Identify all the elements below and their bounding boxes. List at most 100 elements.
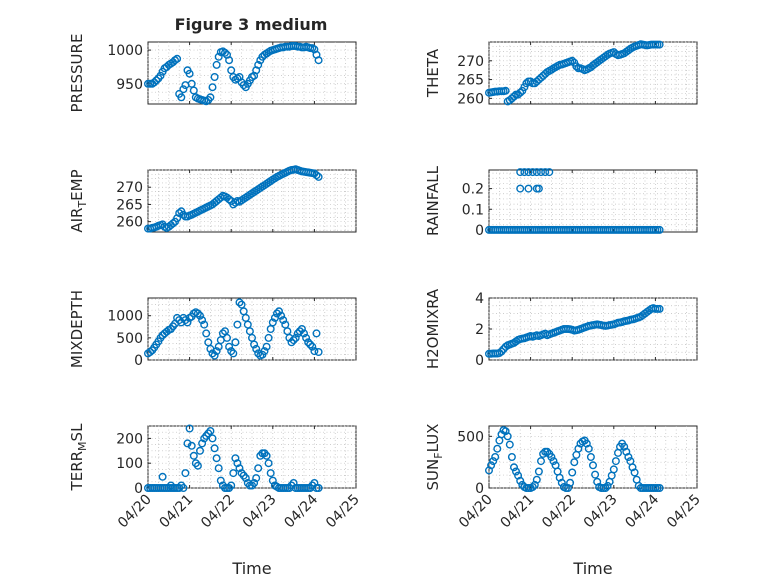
y-tick-label: 500: [116, 331, 143, 347]
data-point: [268, 318, 277, 327]
y-tick-label: 265: [116, 197, 143, 213]
y-tick-label: 950: [116, 77, 143, 93]
data-point: [314, 172, 323, 181]
y-axis-label: THETA: [424, 48, 442, 98]
series-points: [143, 165, 323, 233]
plot-area: [147, 425, 357, 489]
data-point: [227, 481, 236, 490]
data-point: [204, 429, 213, 438]
x-tick-label: 04/22: [539, 492, 579, 532]
data-point: [591, 470, 600, 479]
data-point: [239, 81, 248, 90]
data-point: [218, 329, 227, 338]
data-point: [532, 475, 541, 484]
data-point: [302, 333, 311, 342]
y-axis-label: H2OMIXRA: [424, 288, 442, 369]
data-point: [312, 171, 321, 180]
data-point: [208, 349, 217, 358]
data-point: [308, 342, 317, 351]
data-point: [198, 439, 207, 448]
data-point: [264, 459, 273, 468]
data-point: [510, 92, 519, 101]
data-point: [235, 464, 244, 473]
data-point: [195, 311, 204, 320]
data-point: [497, 347, 506, 356]
x-axis-label: Time: [572, 559, 612, 578]
data-point: [547, 453, 556, 462]
subplot-terrmsl: 0 100 200 TERRMSL 04/20 04/21 04/22 04/23 04/24 0…: [68, 423, 363, 578]
data-point: [304, 338, 313, 347]
data-point: [252, 344, 261, 353]
data-point: [568, 468, 577, 477]
data-point: [291, 333, 300, 342]
data-point: [295, 327, 304, 336]
y-axis-label: PRESSURE: [68, 34, 86, 113]
data-point: [537, 457, 546, 466]
data-point: [268, 476, 277, 485]
data-point: [206, 93, 215, 102]
data-point: [541, 168, 550, 177]
data-point: [545, 168, 554, 177]
data-point: [655, 40, 664, 49]
x-tick-label: 04/24: [281, 491, 321, 531]
series-points: [485, 426, 664, 493]
data-point: [254, 60, 263, 69]
series-points: [143, 424, 323, 493]
data-point: [235, 298, 244, 307]
data-point: [520, 168, 529, 177]
data-point: [210, 444, 219, 453]
data-point: [231, 338, 240, 347]
data-point: [189, 86, 198, 95]
data-point: [306, 340, 315, 349]
data-point: [212, 347, 221, 356]
data-point: [549, 457, 558, 466]
data-point: [543, 447, 552, 456]
y-tick-label: 0: [134, 481, 143, 497]
y-tick-label: 260: [457, 91, 484, 107]
data-point: [206, 427, 215, 436]
y-tick-label: 200: [116, 431, 143, 447]
plot-area: [147, 169, 357, 233]
data-point: [210, 351, 219, 360]
data-point: [210, 72, 219, 81]
data-point: [516, 476, 525, 485]
data-point: [252, 474, 261, 483]
data-point: [250, 479, 259, 488]
x-tick-label: 04/24: [622, 491, 662, 531]
y-tick-label: 100: [116, 456, 143, 472]
series-points: [485, 304, 664, 358]
data-point: [195, 446, 204, 455]
y-tick-label: 1000: [107, 309, 143, 325]
y-axis-label: AIRTEMP: [68, 169, 89, 232]
data-point: [611, 457, 620, 466]
y-tick-label: 500: [457, 429, 484, 445]
data-point: [222, 333, 231, 342]
data-point: [501, 86, 510, 95]
data-point: [200, 320, 209, 329]
data-point: [254, 464, 263, 473]
data-point: [310, 347, 319, 356]
subplot-sunflux: 0 500 SUNFLUX 04/20 04/21 04/22 04/23 04/24 04/2…: [424, 424, 704, 578]
data-point: [229, 469, 238, 478]
data-point: [532, 168, 541, 177]
figure-title: Figure 3 medium: [175, 15, 328, 34]
data-point: [279, 316, 288, 325]
data-point: [524, 184, 533, 193]
y-axis-label: TERRMSL: [68, 423, 89, 492]
y-axis-label: RAINFALL: [424, 165, 442, 236]
y-tick-label: 270: [116, 180, 143, 196]
subplot-mixdepth: 0 500 1000 MIXDEPTH: [68, 290, 357, 369]
data-point: [193, 461, 202, 470]
data-point: [655, 225, 664, 234]
y-tick-label: 0.2: [462, 182, 484, 198]
data-point: [655, 304, 664, 313]
data-point: [233, 320, 242, 329]
data-point: [233, 459, 242, 468]
data-point: [150, 78, 159, 87]
x-tick-label: 04/21: [157, 492, 197, 532]
data-point: [250, 340, 259, 349]
series-points: [485, 40, 664, 106]
data-point: [231, 454, 240, 463]
x-tick-label: 04/25: [323, 492, 363, 532]
